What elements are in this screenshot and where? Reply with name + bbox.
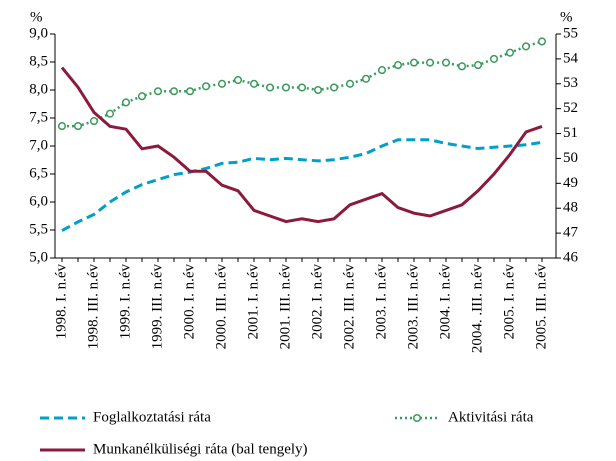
marker: [185, 87, 195, 96]
marker: [73, 122, 83, 131]
marker: [297, 83, 307, 92]
marker: [281, 83, 291, 92]
x-tick-label: 2001. I. n.év: [245, 264, 261, 340]
y-tick-label: 8,0: [29, 81, 48, 97]
marker: [505, 48, 515, 57]
legend-marker: [412, 413, 422, 423]
x-tick-label: 2001. III. n.év: [277, 264, 293, 350]
marker: [137, 92, 147, 101]
marker: [441, 58, 451, 67]
marker: [105, 109, 115, 118]
y-tick-label: 6,0: [29, 193, 48, 209]
marker: [233, 75, 243, 85]
x-tick-label: 2002. I. n.év: [309, 264, 325, 340]
marker: [393, 61, 403, 70]
marker: [217, 79, 227, 88]
x-tick-label: 2002. III. n.év: [341, 264, 357, 350]
marker: [489, 54, 499, 63]
y2-tick-label: 50: [563, 150, 578, 166]
y-tick-label: 5,0: [29, 249, 48, 265]
x-tick-label: 1998. I. n.év: [53, 264, 69, 340]
marker: [201, 82, 211, 91]
marker: [521, 42, 531, 51]
marker: [89, 117, 99, 126]
y-tick-label: 9,0: [29, 25, 48, 41]
x-tick-label: 2000. III. n.év: [213, 264, 229, 350]
y-unit: %: [30, 9, 43, 25]
marker: [537, 37, 547, 46]
series-line: [60, 66, 543, 224]
marker: [153, 87, 163, 96]
y2-tick-label: 47: [563, 225, 579, 241]
marker: [345, 79, 355, 88]
marker: [329, 83, 339, 92]
x-tick-label: 2000. I. n.év: [181, 264, 197, 340]
y2-tick-label: 48: [563, 200, 578, 216]
y2-tick-label: 54: [563, 50, 579, 66]
x-tick-label: 2003. III. n.év: [405, 264, 421, 350]
marker: [361, 74, 371, 83]
legend-label: Foglalkoztatási ráta: [93, 409, 211, 425]
marker: [249, 79, 259, 88]
y-tick-label: 8,5: [29, 53, 48, 69]
y-tick-label: 6,5: [29, 165, 48, 181]
y-tick-label: 7,5: [29, 109, 48, 125]
marker: [169, 87, 179, 96]
x-tick-label: 1998. III. n.év: [85, 264, 101, 350]
marker: [425, 58, 435, 67]
x-tick-label: 2005. III. n.év: [533, 264, 549, 350]
marker: [377, 66, 387, 75]
x-tick-label: 2005. I. n.év: [501, 264, 517, 340]
legend-label: Munkanélküliségi ráta (bal tengely): [93, 441, 308, 457]
x-tick-label: 2003. I. n.év: [373, 264, 389, 340]
y2-unit: %: [560, 9, 573, 25]
y2-tick-label: 49: [563, 175, 578, 191]
x-tick-label: 1999. I. n.év: [117, 264, 133, 340]
y2-tick-label: 52: [563, 100, 578, 116]
y2-tick-label: 53: [563, 75, 578, 91]
legend-label: Aktivitási ráta: [448, 409, 534, 425]
marker: [57, 122, 67, 131]
x-tick-label: 2004. I. n.év: [437, 264, 453, 340]
y-tick-label: 5,5: [29, 221, 48, 237]
marker: [265, 83, 275, 92]
marker: [409, 58, 419, 67]
x-tick-label: 2004. .III. n.év: [469, 264, 485, 354]
series-line: [61, 138, 543, 232]
y2-tick-label: 51: [563, 125, 578, 141]
x-tick-label: 1999. III. n.év: [149, 264, 165, 350]
marker: [457, 62, 467, 71]
y2-tick-label: 55: [563, 25, 578, 41]
marker: [313, 85, 323, 95]
marker: [121, 98, 131, 107]
y-tick-label: 7,0: [29, 137, 48, 153]
marker: [473, 61, 483, 70]
y2-tick-label: 46: [563, 249, 579, 265]
